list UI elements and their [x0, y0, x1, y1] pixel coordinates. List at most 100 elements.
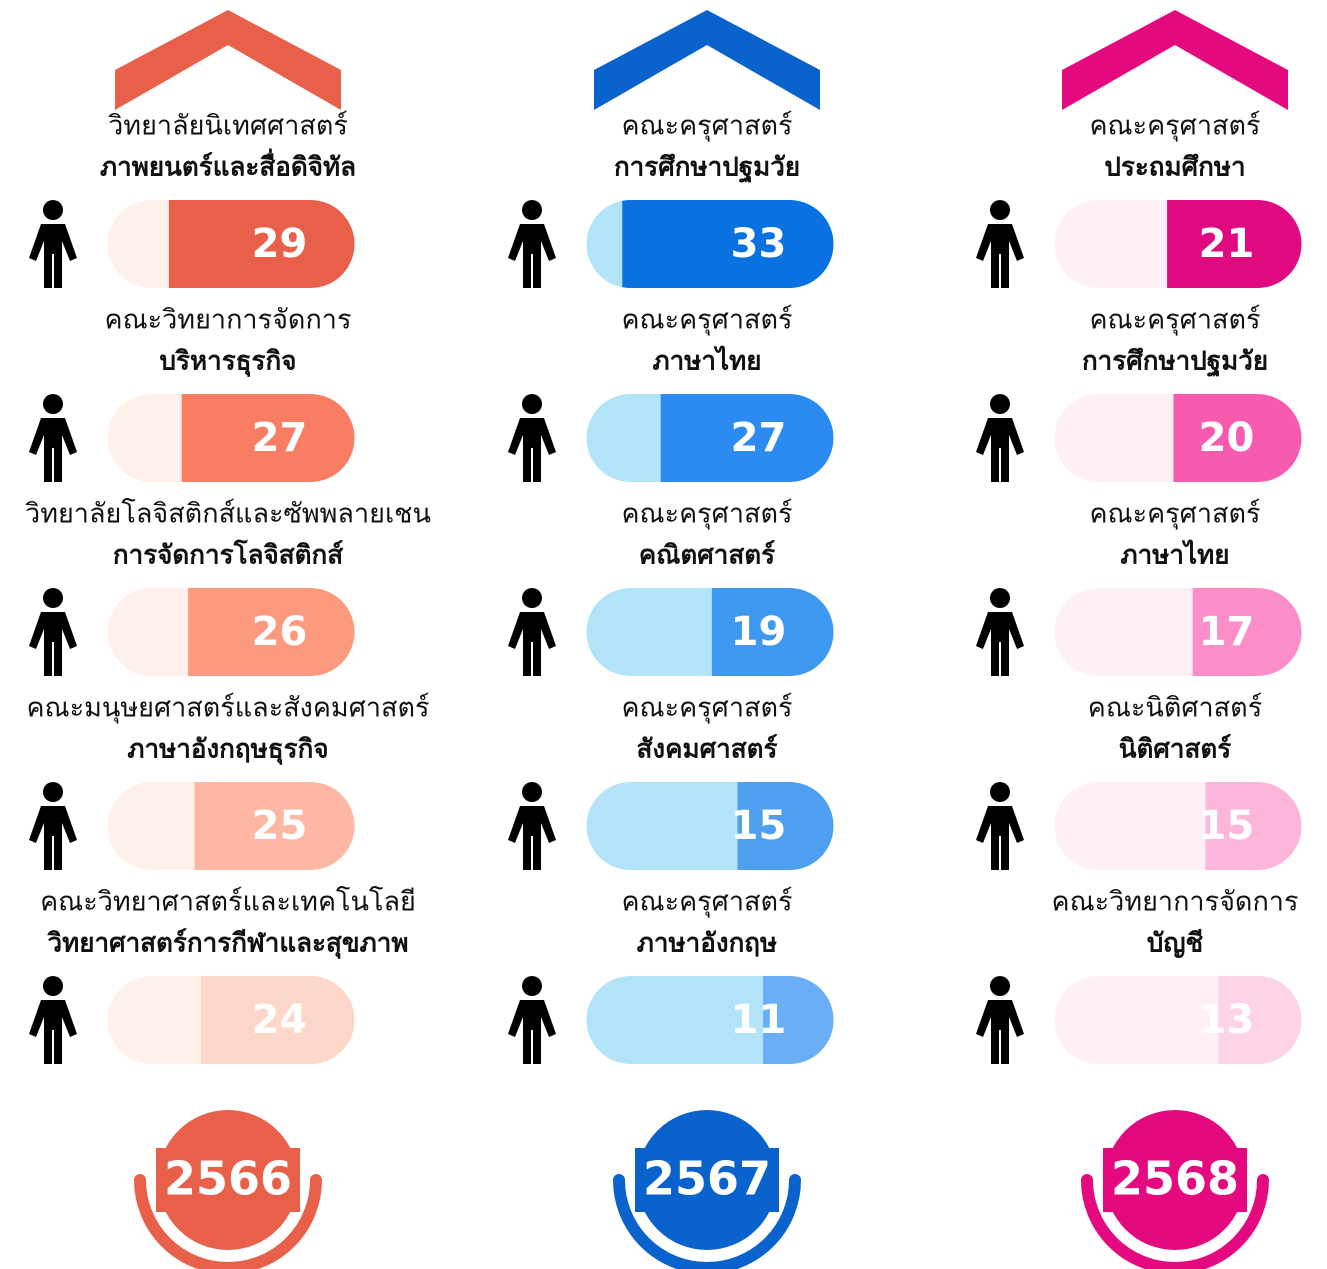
- value-label: 15: [1199, 803, 1255, 849]
- value-label: 25: [252, 803, 308, 849]
- year-band: [1103, 1148, 1247, 1212]
- value-label: 13: [1199, 997, 1255, 1043]
- person-head: [522, 200, 542, 220]
- program: คณิตศาสตร์: [639, 540, 775, 571]
- faculty: วิทยาลัยนิเทศศาสตร์: [108, 110, 348, 142]
- person-body: [976, 612, 1024, 676]
- pill-fill: [1167, 200, 1302, 288]
- year-band: [635, 1148, 779, 1212]
- program: นิติศาสตร์: [1119, 734, 1232, 765]
- faculty: วิทยาลัยโลจิสติกส์และซัพพลายเชน: [25, 498, 431, 530]
- person-head: [522, 394, 542, 414]
- faculty: คณะครุศาสตร์: [622, 886, 793, 919]
- person-body: [508, 418, 556, 482]
- faculty: คณะครุศาสตร์: [622, 498, 793, 531]
- faculty: คณะมนุษยศาสตร์และสังคมศาสตร์: [26, 692, 429, 725]
- pill-fill: [181, 394, 355, 482]
- faculty: คณะครุศาสตร์: [622, 110, 793, 143]
- person-head: [43, 976, 63, 996]
- program: สังคมศาสตร์: [637, 734, 778, 765]
- roof: [594, 10, 820, 110]
- person-body: [29, 418, 77, 482]
- year-arc: [1081, 1174, 1269, 1269]
- faculty: คณะครุศาสตร์: [1090, 498, 1261, 531]
- faculty: คณะครุศาสตร์: [622, 304, 793, 337]
- program: ประถมศึกษา: [1104, 153, 1245, 183]
- person-head: [43, 394, 63, 414]
- pill-fill: [194, 782, 355, 870]
- year: 2566: [164, 1152, 292, 1206]
- program: บัญชี: [1147, 929, 1203, 959]
- program: การศึกษาปฐมวัย: [1082, 347, 1268, 379]
- person-head: [522, 588, 542, 608]
- person-body: [508, 224, 556, 288]
- program: บริหารธุรกิจ: [160, 347, 297, 378]
- faculty: คณะครุศาสตร์: [622, 692, 793, 725]
- faculty: คณะวิทยาการจัดการ: [1052, 887, 1299, 918]
- value-label: 33: [731, 221, 787, 267]
- person-body: [976, 418, 1024, 482]
- pill-fill: [660, 394, 834, 482]
- pill-fill: [168, 200, 355, 288]
- person-head: [990, 200, 1010, 220]
- pill-fill: [622, 200, 834, 288]
- program: การจัดการโลจิสติกส์: [113, 539, 343, 571]
- value-label: 17: [1199, 609, 1255, 655]
- person-head: [43, 200, 63, 220]
- person-head: [522, 782, 542, 802]
- value-label: 27: [731, 415, 787, 461]
- pill-fill: [1173, 394, 1302, 482]
- pill-fill: [188, 588, 355, 676]
- person-head: [43, 588, 63, 608]
- year: 2568: [1111, 1152, 1239, 1206]
- value-label: 19: [731, 609, 787, 655]
- person-body: [29, 612, 77, 676]
- pill-fill: [1192, 588, 1302, 676]
- program: ภาษาอังกฤษ: [637, 929, 777, 959]
- person-body: [976, 1000, 1024, 1064]
- year-band: [156, 1148, 300, 1212]
- value-label: 24: [252, 997, 308, 1043]
- person-head: [990, 394, 1010, 414]
- faculty: คณะนิติศาสตร์: [1088, 692, 1262, 724]
- person-body: [29, 224, 77, 288]
- value-label: 20: [1199, 415, 1255, 461]
- value-label: 21: [1199, 221, 1255, 267]
- program: ภาษาไทย: [1121, 539, 1230, 571]
- pill-fill: [711, 588, 834, 676]
- person-head: [990, 782, 1010, 802]
- value-label: 27: [252, 415, 308, 461]
- program: การศึกษาปฐมวัย: [614, 153, 800, 185]
- year-arc: [134, 1174, 322, 1269]
- faculty: คณะวิทยาการจัดการ: [105, 305, 352, 336]
- person-head: [990, 588, 1010, 608]
- faculty: คณะครุศาสตร์: [1090, 110, 1261, 143]
- pill-fill: [1205, 782, 1302, 870]
- person-head: [43, 782, 63, 802]
- value-label: 15: [731, 803, 787, 849]
- person-body: [976, 224, 1024, 288]
- faculty: คณะวิทยาศาสตร์และเทคโนโลยี: [40, 886, 416, 918]
- person-head: [522, 976, 542, 996]
- person-body: [508, 1000, 556, 1064]
- pill-fill: [737, 782, 834, 870]
- value-label: 11: [731, 997, 787, 1043]
- year: 2567: [643, 1152, 771, 1206]
- person-body: [29, 806, 77, 870]
- person-head: [990, 976, 1010, 996]
- program: ภาพยนตร์และสื่อดิจิทัล: [100, 148, 356, 183]
- program: ภาษาอังกฤษธุรกิจ: [127, 735, 328, 766]
- pill-fill: [1218, 976, 1302, 1064]
- value-label: 26: [252, 609, 308, 655]
- roof: [1062, 10, 1288, 110]
- roof: [115, 10, 341, 110]
- pill-fill: [200, 976, 355, 1064]
- faculty: คณะครุศาสตร์: [1090, 304, 1261, 337]
- person-body: [508, 612, 556, 676]
- program: ภาษาไทย: [653, 345, 762, 377]
- pill-fill: [763, 976, 834, 1064]
- person-body: [976, 806, 1024, 870]
- value-label: 29: [252, 221, 308, 267]
- program: วิทยาศาสตร์การกีฬาและสุขภาพ: [47, 928, 408, 960]
